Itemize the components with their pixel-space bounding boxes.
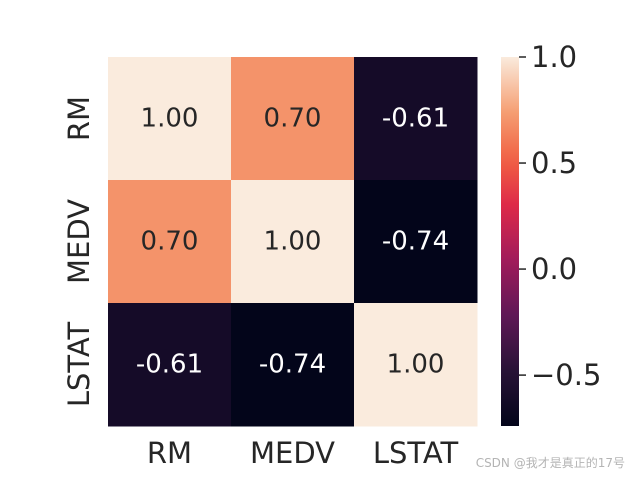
heatmap-cell-lstat-rm	[108, 303, 232, 427]
heatmap-cell-lstat-lstat	[354, 303, 478, 427]
y-tick-label: LSTAT	[62, 322, 96, 408]
heatmap-cell-rm-rm	[108, 57, 232, 181]
cell-annotation: -0.61	[382, 104, 449, 134]
heatmap-cell-rm-medv	[231, 57, 355, 181]
colorbar-tick-label: 0.0	[531, 252, 577, 286]
x-tick-label: RM	[147, 436, 192, 470]
heatmap-cells	[108, 57, 478, 427]
cell-annotation: -0.74	[259, 350, 326, 380]
cell-annotations: 1.00 0.70 -0.61 0.70 1.00 -0.74 -0.61 -0.74 1.00	[136, 104, 449, 380]
y-tick-label: RM	[62, 96, 96, 141]
colorbar-tick-label: −0.5	[531, 358, 601, 392]
heatmap-cell-medv-medv	[231, 180, 355, 304]
y-tick-labels: RM MEDV LSTAT	[62, 96, 96, 407]
cell-annotation: -0.61	[136, 350, 203, 380]
heatmap-cell-medv-lstat	[354, 180, 478, 304]
colorbar	[501, 57, 519, 426]
x-tick-label: MEDV	[250, 436, 335, 470]
cell-annotation: 1.00	[264, 227, 322, 257]
x-tick-labels: RM MEDV LSTAT	[147, 436, 459, 470]
heatmap-cell-medv-rm	[108, 180, 232, 304]
x-tick-label: LSTAT	[373, 436, 459, 470]
cell-annotation: 0.70	[141, 227, 199, 257]
cell-annotation: 1.00	[387, 350, 445, 380]
cell-annotation: 0.70	[264, 104, 322, 134]
colorbar-ticks: 1.0 0.5 0.0 −0.5	[519, 40, 601, 392]
cell-annotation: -0.74	[382, 227, 449, 257]
colorbar-tick-label: 1.0	[531, 40, 577, 74]
watermark-text: CSDN @我才是真正的17号	[475, 456, 625, 470]
heatmap-cell-rm-lstat	[354, 57, 478, 181]
heatmap-cell-lstat-medv	[231, 303, 355, 427]
y-tick-label: MEDV	[62, 199, 96, 284]
colorbar-tick-label: 0.5	[531, 146, 577, 180]
cell-annotation: 1.00	[141, 104, 199, 134]
